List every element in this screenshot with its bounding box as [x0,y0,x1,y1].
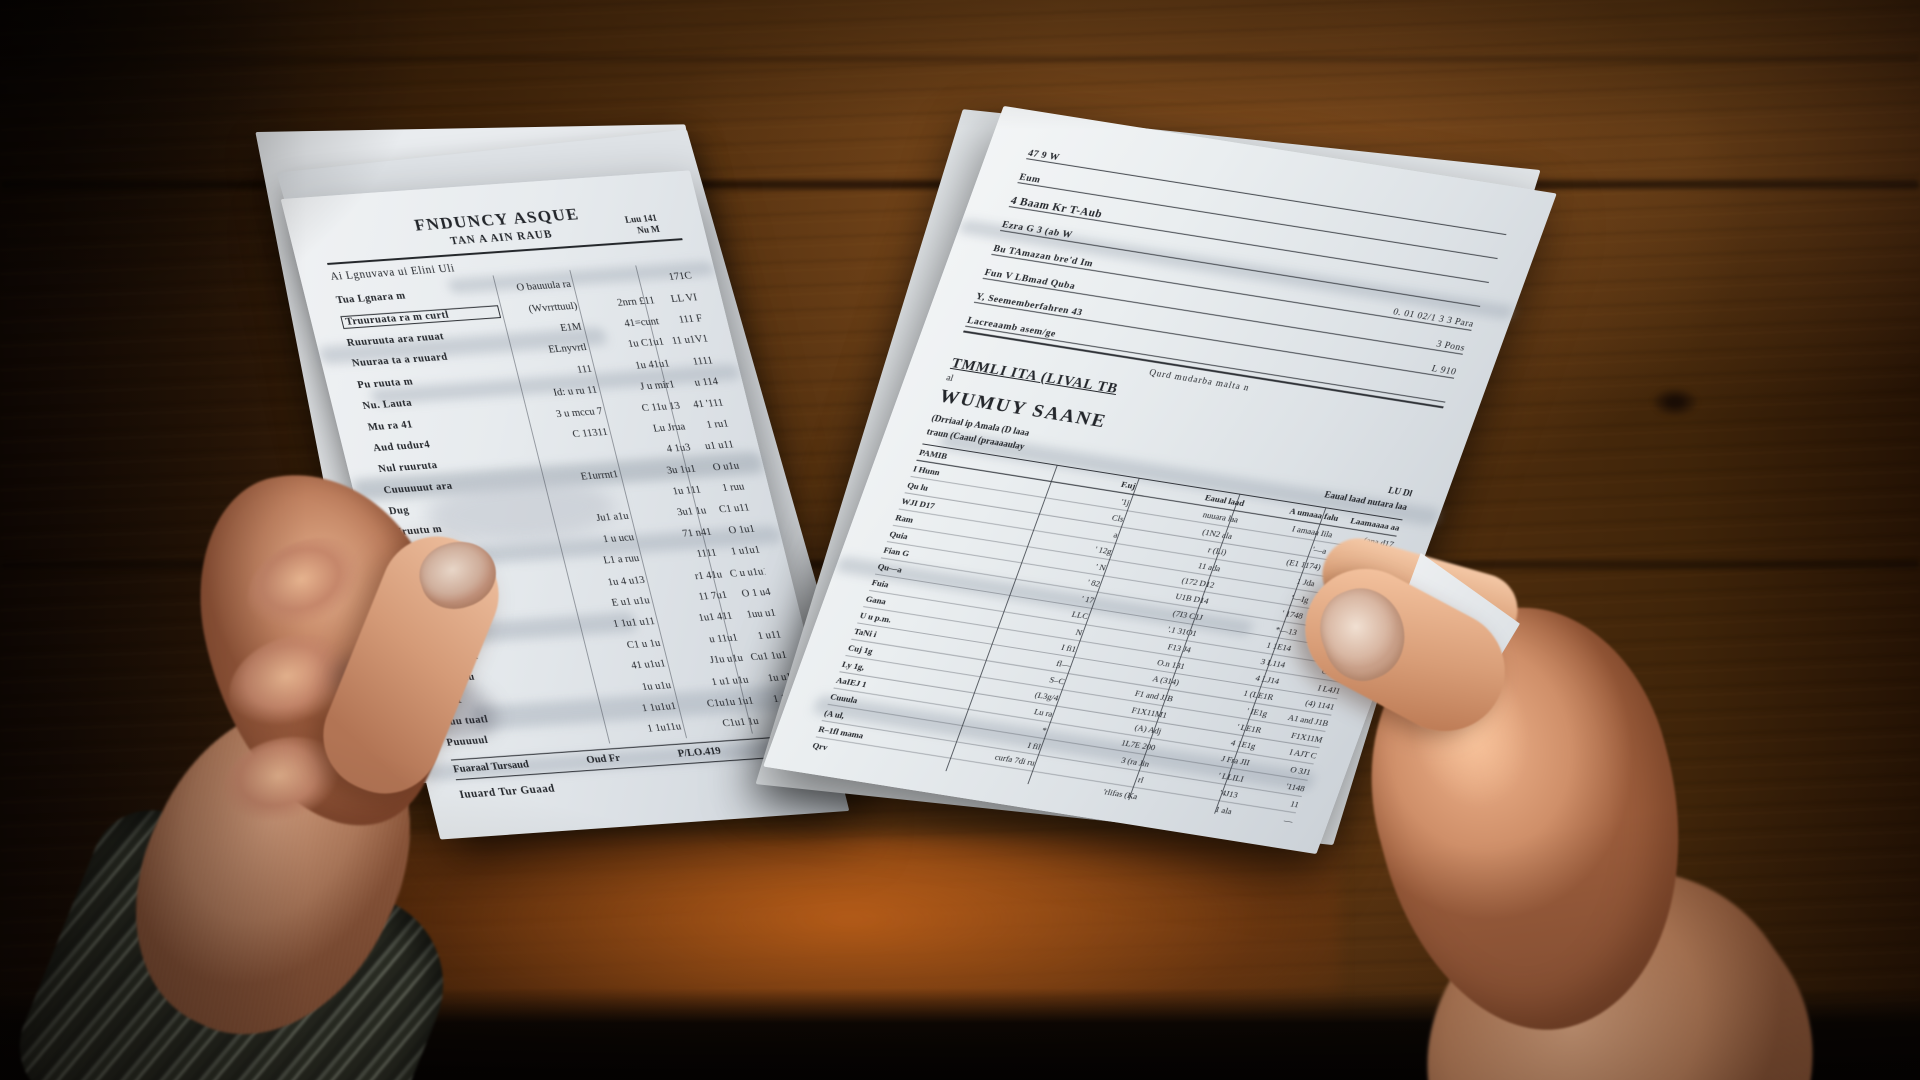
row-value: C 11311 [571,426,610,441]
row-value: Cu1 1u1 [749,650,788,664]
row-value: 4 1u3 [665,442,692,455]
row-value: C u u1u1 [728,565,767,580]
row-value: Lu Jrua [652,421,687,435]
row-value: O 1u1 [727,523,757,537]
row-value: E1M [559,321,583,334]
row-value: 1u 4 u13 [606,574,646,588]
row-value: O bauuula ra [515,279,573,294]
footer-cell: P/LO.419 [676,745,722,760]
row-value: 1 ruu [721,481,746,494]
form-label: Lacreaamb asem/ge [965,316,1058,340]
row-value [545,495,633,501]
row-value: r1 41u [693,568,724,582]
row-value: 1u1 411 [697,611,734,625]
row-value: 2nrn £11 [616,294,656,309]
row-value: 1u 41u1 [633,358,671,372]
form-label: 47 9 W [1026,148,1061,164]
row-value: C 11u 13 [640,400,682,414]
row-value: (Wvrrttuul) [527,300,579,315]
row-value: 1111 [691,355,715,368]
row-value: L1 a ruu [602,553,641,567]
row-value: 171C [667,270,694,284]
row-value: J1u u1u [708,653,745,667]
row-value: C1 u 1u [625,637,662,651]
form-value: 3 Pons [1434,339,1467,354]
row-value: 1 1u1u1 [640,700,678,715]
row-value: O 1 u4 [740,587,772,600]
row-value: 1 1u1 u11 [612,616,657,631]
row-value: O u1u [711,460,741,474]
row-value: 71 n41 [681,526,713,540]
row-value: u1 u11 [703,439,736,453]
row-value: 41=cunt [623,316,661,330]
corner-note-sub: Nu M [636,223,661,236]
row-value: 41 '111 [691,397,725,411]
row-value: C1u1 1u [721,716,761,730]
row-value: 111 F [677,313,704,326]
row-value: 1 u1 u1u [710,674,750,688]
row-value: LL VI [669,291,699,305]
row-value: E1urrnt1 [579,468,620,483]
row-value: Id: u ru 11 [552,384,599,399]
row-value: ELnyvrtl [547,342,589,357]
plank-seam-top [0,56,1920,62]
row-value: 1u u1u [640,679,673,693]
row-value: E u1 u1u [610,595,652,609]
row-value: 1u 111 [671,484,703,498]
row-value: 1 1u11u [646,721,683,736]
row-value: 3u1 1u [675,505,708,519]
row-value: 1 u1u1 [729,544,762,558]
form-label: Eum [1017,172,1042,186]
row-value: 1u C1u1 [626,337,666,351]
row-value: 1uu u1 [745,608,778,621]
row-value: 3 u mccu 7 [554,405,604,420]
form-value: L 910 [1429,364,1458,378]
row-value: 1 u ucu [601,532,636,546]
row-value [535,453,623,459]
row-value: 11 7u1 [697,590,729,603]
row-value: C1u1u 1u1 [705,695,755,710]
row-value: J u mir1 [638,379,676,393]
row-value: 111 [575,363,594,376]
row-value: 1 u11 [756,629,783,642]
row-value: Ju1 a1u [595,511,631,525]
row-value [581,279,656,284]
row-value: 1111 [648,547,726,563]
footer-cell: Fuaraal Tursaud [451,758,531,775]
row-value: u 11u1 [707,632,740,646]
row-value: 41 u1u1 [630,658,667,672]
row-value: C1 u11 [717,502,751,516]
row-value: 1 ru1 [705,418,730,431]
row-value: 11 u1V1 [670,334,709,348]
row-value: u 114 [693,376,720,389]
footer-cell: Oud Fr [585,752,622,766]
wood-knot [1652,388,1698,416]
corner-note: Luu 141 Nu M [624,213,661,237]
row-value: 3u 1u1 [665,463,697,477]
